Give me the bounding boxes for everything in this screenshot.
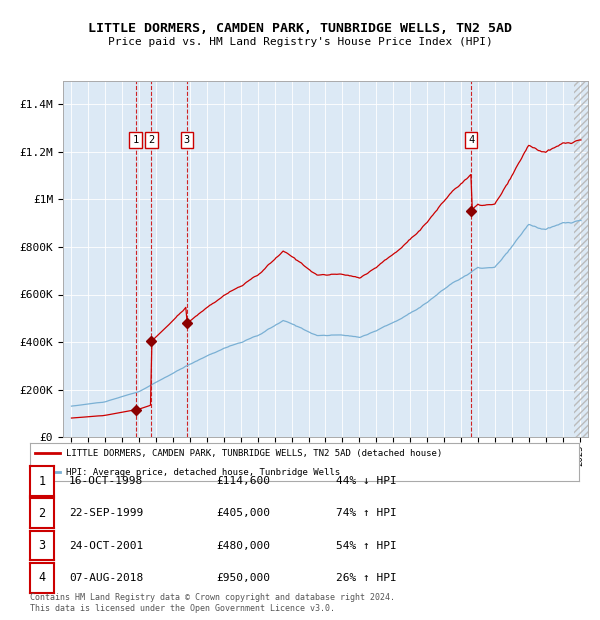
Text: 4: 4 bbox=[38, 572, 46, 584]
Text: 44% ↓ HPI: 44% ↓ HPI bbox=[336, 476, 397, 486]
Text: 54% ↑ HPI: 54% ↑ HPI bbox=[336, 541, 397, 551]
Text: LITTLE DORMERS, CAMDEN PARK, TUNBRIDGE WELLS, TN2 5AD (detached house): LITTLE DORMERS, CAMDEN PARK, TUNBRIDGE W… bbox=[65, 449, 442, 458]
Text: 26% ↑ HPI: 26% ↑ HPI bbox=[336, 573, 397, 583]
Text: £480,000: £480,000 bbox=[216, 541, 270, 551]
Text: 2: 2 bbox=[148, 135, 155, 145]
Text: 24-OCT-2001: 24-OCT-2001 bbox=[69, 541, 143, 551]
Text: £114,600: £114,600 bbox=[216, 476, 270, 486]
Text: 3: 3 bbox=[184, 135, 190, 145]
Text: £950,000: £950,000 bbox=[216, 573, 270, 583]
Text: 4: 4 bbox=[468, 135, 474, 145]
Text: Price paid vs. HM Land Registry's House Price Index (HPI): Price paid vs. HM Land Registry's House … bbox=[107, 37, 493, 47]
Text: 74% ↑ HPI: 74% ↑ HPI bbox=[336, 508, 397, 518]
Text: 16-OCT-1998: 16-OCT-1998 bbox=[69, 476, 143, 486]
Text: £405,000: £405,000 bbox=[216, 508, 270, 518]
Text: 2: 2 bbox=[38, 507, 46, 520]
Text: Contains HM Land Registry data © Crown copyright and database right 2024.
This d: Contains HM Land Registry data © Crown c… bbox=[30, 593, 395, 613]
Text: 1: 1 bbox=[133, 135, 139, 145]
Text: 07-AUG-2018: 07-AUG-2018 bbox=[69, 573, 143, 583]
Text: 3: 3 bbox=[38, 539, 46, 552]
Text: LITTLE DORMERS, CAMDEN PARK, TUNBRIDGE WELLS, TN2 5AD: LITTLE DORMERS, CAMDEN PARK, TUNBRIDGE W… bbox=[88, 22, 512, 35]
Text: HPI: Average price, detached house, Tunbridge Wells: HPI: Average price, detached house, Tunb… bbox=[65, 468, 340, 477]
Text: 1: 1 bbox=[38, 475, 46, 487]
Text: 22-SEP-1999: 22-SEP-1999 bbox=[69, 508, 143, 518]
